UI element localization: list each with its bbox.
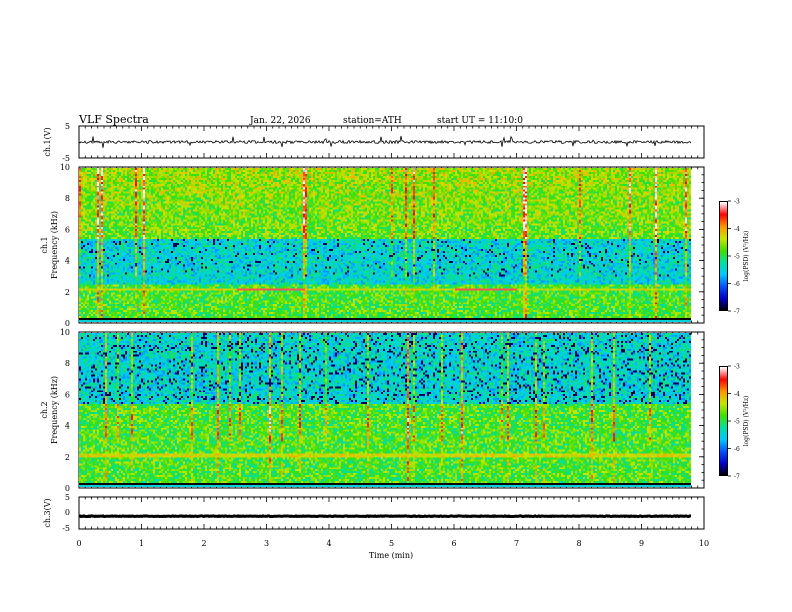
x-tick-label: 1 xyxy=(139,539,144,548)
colorbar-tick-label: -6 xyxy=(734,281,740,288)
axis-ticks: 0 1 2 3 4 5 6 7 8 9 1002468100246810-3-4-5-6-7-3-4… xyxy=(60,126,740,548)
x-tick-label: 4 xyxy=(326,539,331,548)
colorbar-tick-label: -4 xyxy=(734,226,740,233)
colorbar-tick-label: -7 xyxy=(734,474,740,481)
ch3-waveform-trace xyxy=(78,514,691,519)
freq-tick-label: 8 xyxy=(65,194,70,203)
ch1-colorbar-label: log(PSD) (V²/Hz) xyxy=(743,231,750,282)
freq-tick-label: 0 xyxy=(65,319,70,328)
freq-tick-label: 4 xyxy=(65,257,70,266)
ch1-colorbar xyxy=(719,201,728,311)
colorbar-tick-label: -3 xyxy=(734,199,740,206)
colorbar-tick-label: -3 xyxy=(734,364,740,371)
colorbar-tick-label: -5 xyxy=(734,254,740,261)
freq-tick-label: 6 xyxy=(65,390,70,399)
ch2-colorbar-label: log(PSD) (V²/Hz) xyxy=(743,396,750,447)
colorbar-tick-label: -7 xyxy=(734,309,740,316)
ch3-ytick-mid: 0 xyxy=(65,508,70,517)
figure-start-time: start UT = 11:10:0 xyxy=(437,116,523,126)
ch1-waveform-trace xyxy=(78,135,692,148)
x-tick-label: 5 xyxy=(389,539,394,548)
ch3-ytick-top: 5 xyxy=(65,493,70,502)
freq-tick-label: 2 xyxy=(65,453,70,462)
colorbar-tick-label: -5 xyxy=(734,419,740,426)
figure-station: station=ATH xyxy=(343,116,402,126)
ch2-spectrogram xyxy=(79,333,691,487)
freq-tick-label: 8 xyxy=(65,359,70,368)
x-tick-label: 7 xyxy=(514,539,519,548)
colorbar-tick-label: -6 xyxy=(734,446,740,453)
freq-tick-label: 10 xyxy=(60,328,70,337)
freq-tick-label: 4 xyxy=(65,422,70,431)
freq-tick-label: 10 xyxy=(60,163,70,172)
x-tick-label: 3 xyxy=(264,539,269,548)
x-tick-label: 9 xyxy=(639,539,644,548)
x-tick-label: 6 xyxy=(451,539,456,548)
ch2-channel-label: ch.2 xyxy=(40,401,49,418)
ch3-waveform-ylabel: ch.3(V) xyxy=(43,498,52,527)
x-tick-label: 8 xyxy=(576,539,581,548)
ch1-frequency-label: Frequency (kHz) xyxy=(50,211,59,279)
ch1-waveform-ylabel: ch.1(V) xyxy=(43,127,52,156)
freq-tick-label: 2 xyxy=(65,288,70,297)
freq-tick-label: 6 xyxy=(65,225,70,234)
figure-date: Jan. 22, 2026 xyxy=(249,116,311,126)
ch2-frequency-label: Frequency (kHz) xyxy=(50,376,59,444)
colorbar-tick-label: -4 xyxy=(734,391,740,398)
freq-tick-label: 0 xyxy=(65,484,70,493)
ch2-colorbar xyxy=(719,366,728,476)
x-tick-label: 2 xyxy=(201,539,206,548)
ch1-ytick-top: 5 xyxy=(65,122,70,131)
x-tick-label: 10 xyxy=(699,539,709,548)
ch1-channel-label: ch.1 xyxy=(40,236,49,253)
ch1-spectrogram xyxy=(79,168,691,322)
ch3-ytick-bottom: -5 xyxy=(62,524,70,533)
ch1-ytick-bottom: -5 xyxy=(62,154,70,163)
x-axis-label: Time (min) xyxy=(369,551,413,560)
figure-title: VLF Spectra xyxy=(78,113,149,126)
x-tick-label: 0 xyxy=(76,539,81,548)
